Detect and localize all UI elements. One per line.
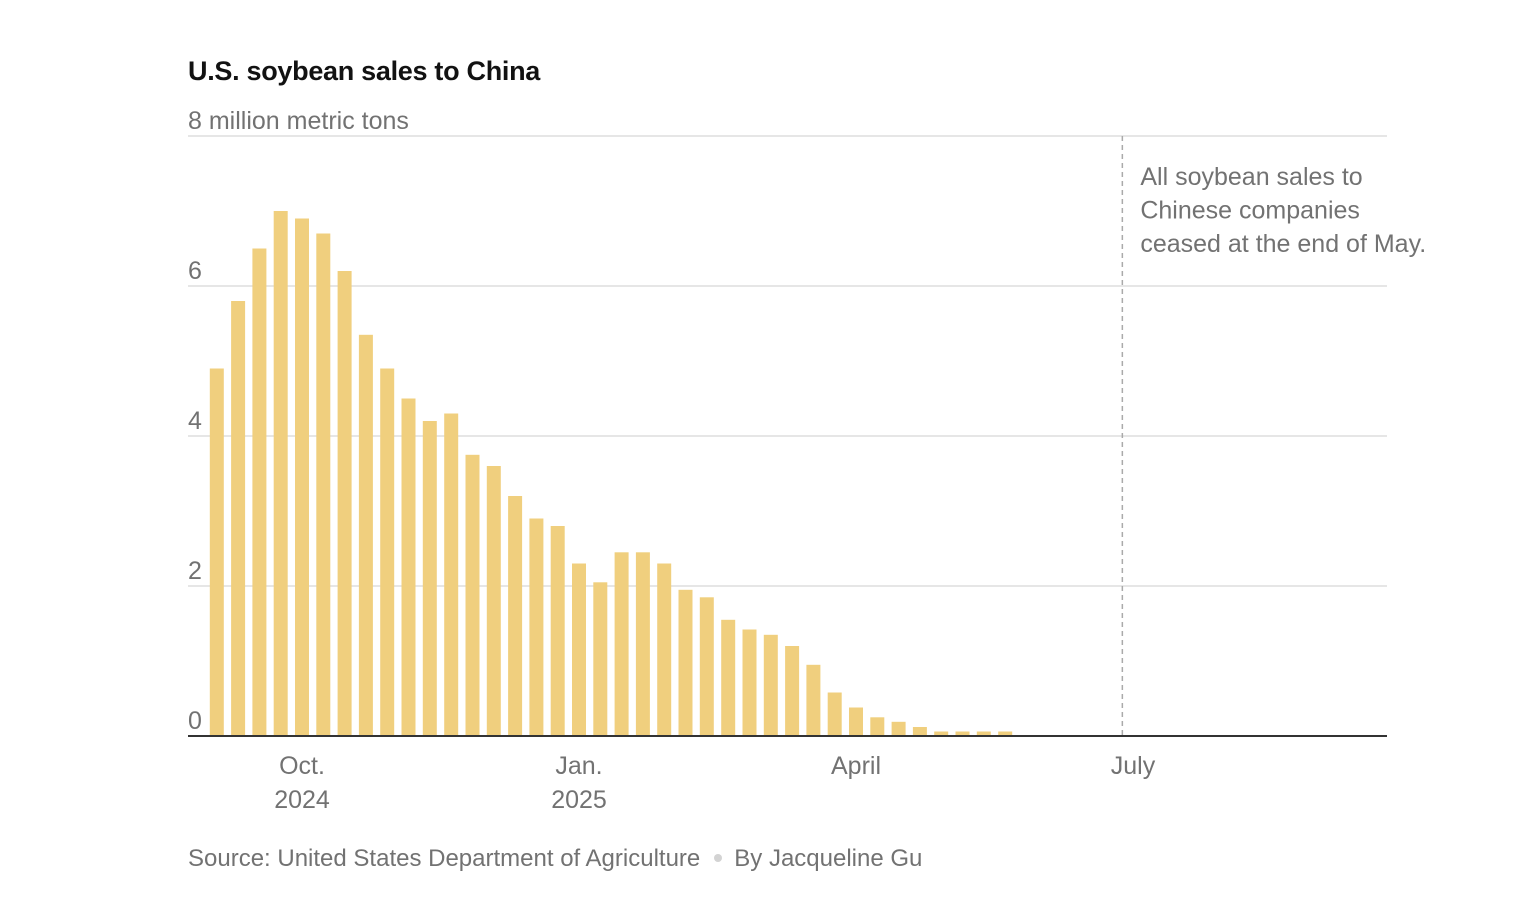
source-line: Source: United States Department of Agri…	[188, 845, 922, 873]
bar	[465, 454, 480, 737]
bar	[742, 629, 757, 736]
bar	[976, 731, 991, 736]
bar	[763, 634, 778, 737]
bar	[614, 552, 629, 737]
bar	[785, 646, 800, 736]
x-tick-label: July	[1111, 752, 1156, 780]
bar	[657, 563, 672, 736]
bar	[912, 727, 927, 736]
bar	[827, 692, 842, 736]
x-tick-label: Oct.	[279, 752, 325, 780]
bar	[849, 707, 863, 736]
source-text: Source: United States Department of Agri…	[188, 845, 701, 872]
annotation-text-line: ceased at the end of May.	[1140, 230, 1426, 258]
separator-dot	[714, 853, 723, 862]
bar	[593, 582, 608, 737]
bar	[699, 597, 714, 737]
byline: By Jacqueline Gu	[734, 845, 923, 872]
bar	[401, 398, 416, 736]
annotation-text-line: All soybean sales to	[1140, 163, 1362, 191]
bar	[380, 368, 395, 736]
y-tick-label-8: 8 million metric tons	[188, 107, 409, 135]
annotation-text-line: Chinese companies	[1140, 197, 1360, 225]
bar	[635, 552, 650, 737]
bar	[721, 619, 736, 737]
y-tick-label-2: 2	[188, 557, 202, 585]
y-tick-label-0: 0	[188, 707, 202, 735]
bar	[508, 496, 523, 736]
x-tick-label: Jan.	[555, 752, 602, 780]
x-tick-label: 2025	[551, 786, 607, 814]
bar-series	[209, 211, 1013, 737]
bar	[572, 563, 586, 736]
x-tick-label: April	[831, 752, 881, 780]
bar	[422, 421, 437, 736]
bar	[444, 413, 459, 736]
bar	[231, 301, 246, 736]
bar	[678, 589, 693, 737]
bar	[295, 218, 309, 736]
bar	[550, 526, 565, 736]
y-axis-labels: 8 million metric tons 6 4 2 0	[188, 107, 409, 735]
y-tick-label-4: 4	[188, 407, 202, 435]
bar	[529, 518, 544, 736]
chart-title: U.S. soybean sales to China	[188, 56, 541, 86]
bar	[998, 731, 1013, 736]
bar	[934, 731, 949, 736]
x-axis: Oct. 2024 Jan. 2025 April July	[188, 735, 1387, 814]
bar	[252, 248, 267, 736]
bar	[955, 731, 970, 736]
x-tick-label: 2024	[274, 786, 330, 814]
bar	[358, 334, 373, 737]
bar	[273, 211, 288, 736]
bar	[486, 466, 501, 736]
bar	[806, 664, 821, 737]
bar	[316, 233, 331, 736]
bar	[891, 721, 906, 737]
bar	[337, 271, 352, 736]
bar	[209, 368, 224, 736]
y-tick-label-6: 6	[188, 257, 202, 285]
bar	[870, 717, 885, 737]
annotation: All soybean sales to Chinese companies cea…	[1121, 136, 1426, 736]
